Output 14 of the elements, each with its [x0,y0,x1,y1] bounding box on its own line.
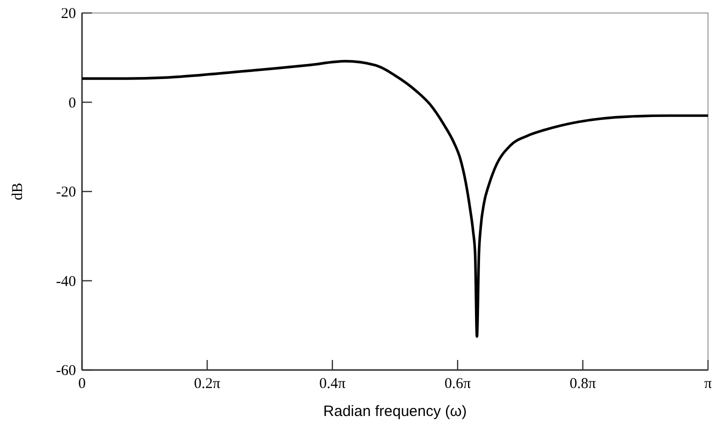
y-tick-label: -20 [56,184,76,200]
y-tick-label: 0 [68,95,76,112]
x-axis-title: Radian frequency (ω) [323,403,467,420]
x-tick-label: 0.2π [194,376,221,392]
x-tick-label: 0 [78,376,86,392]
x-tick-label: 0.4π [319,376,346,392]
x-tick-label: 0.6π [444,376,472,392]
x-tick-label: 0.8π [570,376,596,392]
line-series [80,60,710,338]
y-tick-label: -40 [56,274,76,290]
x-tick-label: π [704,376,712,392]
y-axis-title: dB [10,182,26,200]
y-tick-label: -60 [56,363,76,379]
y-tick-label: 20 [61,6,76,22]
